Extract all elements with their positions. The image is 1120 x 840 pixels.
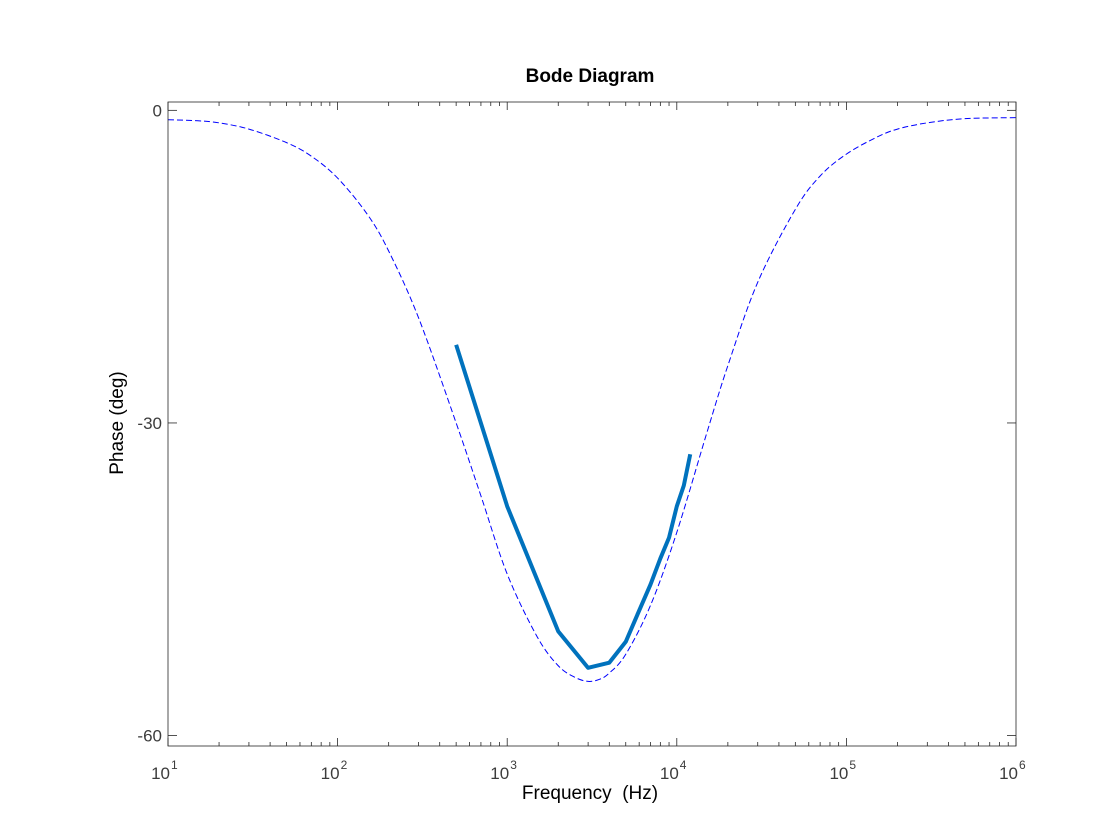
x-tick-base: 10: [660, 764, 679, 783]
x-tick-exponent: 5: [849, 758, 856, 772]
x-axis-label: Frequency (Hz): [522, 783, 658, 804]
x-tick-exponent: 6: [1019, 758, 1026, 772]
x-tick-base: 10: [151, 764, 170, 783]
series-layer: [167, 117, 1017, 682]
x-tick-exponent: 3: [510, 758, 517, 772]
y-tick-label: -60: [137, 727, 162, 746]
plot-frame: [167, 101, 1017, 747]
chart-title: Bode Diagram: [526, 66, 655, 87]
x-tick-label: 10 5: [829, 758, 856, 783]
phase-dashed-series-line: [167, 117, 1017, 682]
x-tick-label: 10 3: [490, 758, 517, 783]
ticklabel-layer: 10 1 10 2 10 3 10 4 10 5 10 60-30-60: [137, 101, 1026, 783]
y-tick-label: 0: [153, 101, 162, 120]
x-tick-label: 10 1: [151, 758, 178, 783]
x-tick-label: 10 4: [660, 758, 687, 783]
y-axis-label: Phase (deg): [107, 371, 128, 475]
y-tick-label: -30: [137, 414, 162, 433]
x-tick-base: 10: [829, 764, 848, 783]
x-tick-label: 10 2: [321, 758, 348, 783]
plot-area: [168, 102, 1016, 746]
x-tick-exponent: 1: [171, 758, 178, 772]
phase-solid-series-line: [454, 344, 693, 670]
x-tick-base: 10: [999, 764, 1018, 783]
x-tick-label: 10 6: [999, 758, 1026, 783]
x-tick-exponent: 4: [680, 758, 687, 772]
x-tick-base: 10: [321, 764, 340, 783]
x-tick-exponent: 2: [341, 758, 348, 772]
x-tick-base: 10: [490, 764, 509, 783]
